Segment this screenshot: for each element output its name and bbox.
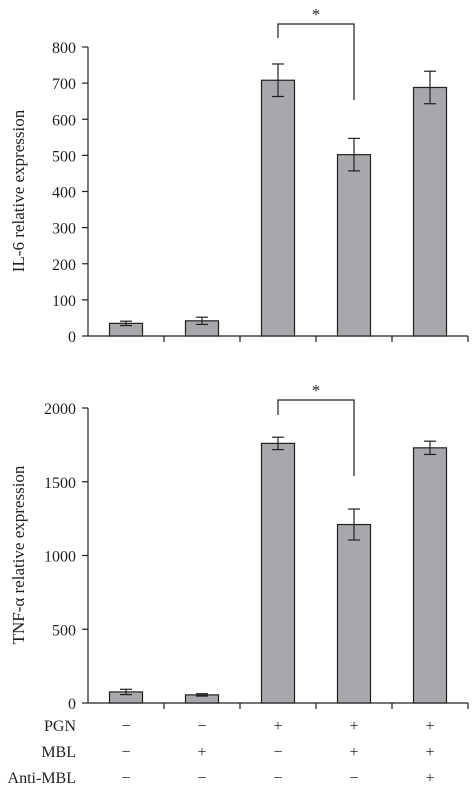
- panel1-y-tick-label: 200: [52, 257, 76, 274]
- panel2-y-axis-title: TNF-α relative expression: [9, 465, 28, 644]
- treatment-sign: −: [273, 744, 282, 761]
- treatment-label: MBL: [41, 744, 76, 761]
- panel1-bar: [260, 79, 296, 337]
- treatment-sign: −: [121, 770, 130, 787]
- treatment-sign: +: [349, 718, 358, 735]
- panel1-y-tick-label: 600: [52, 112, 76, 129]
- treatment-sign: −: [197, 718, 206, 735]
- panel1-significance-bracket: [277, 23, 355, 100]
- treatment-sign: −: [197, 770, 206, 787]
- treatment-sign: −: [121, 718, 130, 735]
- panel1-bar: [336, 154, 372, 337]
- panel2-bar: [336, 523, 372, 704]
- panel1-y-axis-title: IL-6 relative expression: [9, 109, 28, 272]
- panel1-y-tick-label: 500: [52, 148, 76, 165]
- panel2-significance-bracket: [277, 399, 355, 476]
- treatment-sign: −: [349, 770, 358, 787]
- treatment-sign: +: [349, 744, 358, 761]
- panel1-y-tick-label: 100: [52, 293, 76, 310]
- panel2-y-tick-label: 500: [52, 622, 76, 639]
- treatment-sign: +: [197, 744, 206, 761]
- panel2-significance-label: *: [312, 381, 321, 400]
- treatment-sign: +: [273, 718, 282, 735]
- panel2-bar: [412, 447, 448, 704]
- treatment-sign: +: [425, 718, 434, 735]
- panel1-significance-label: *: [312, 5, 321, 24]
- treatment-sign: +: [425, 744, 434, 761]
- panel2-y-tick-label: 1500: [44, 475, 76, 492]
- panel1-bar: [412, 86, 448, 337]
- panel1-y-tick-label: 300: [52, 221, 76, 238]
- panel1-y-tick-label: 800: [52, 40, 76, 57]
- treatment-sign: −: [273, 770, 282, 787]
- panel2-y-tick-label: 2000: [44, 401, 76, 418]
- treatment-sign: −: [121, 744, 130, 761]
- treatment-label: Anti-MBL: [8, 770, 76, 787]
- treatment-sign: +: [425, 770, 434, 787]
- panel2-bar: [260, 442, 296, 704]
- panel2-y-tick-label: 1000: [44, 549, 76, 566]
- panel1-y-tick-label: 0: [68, 329, 76, 346]
- panel1-y-tick-label: 700: [52, 76, 76, 93]
- treatment-label: PGN: [44, 718, 76, 735]
- panel1-y-tick-label: 400: [52, 185, 76, 202]
- panel2-y-tick-label: 0: [68, 696, 76, 713]
